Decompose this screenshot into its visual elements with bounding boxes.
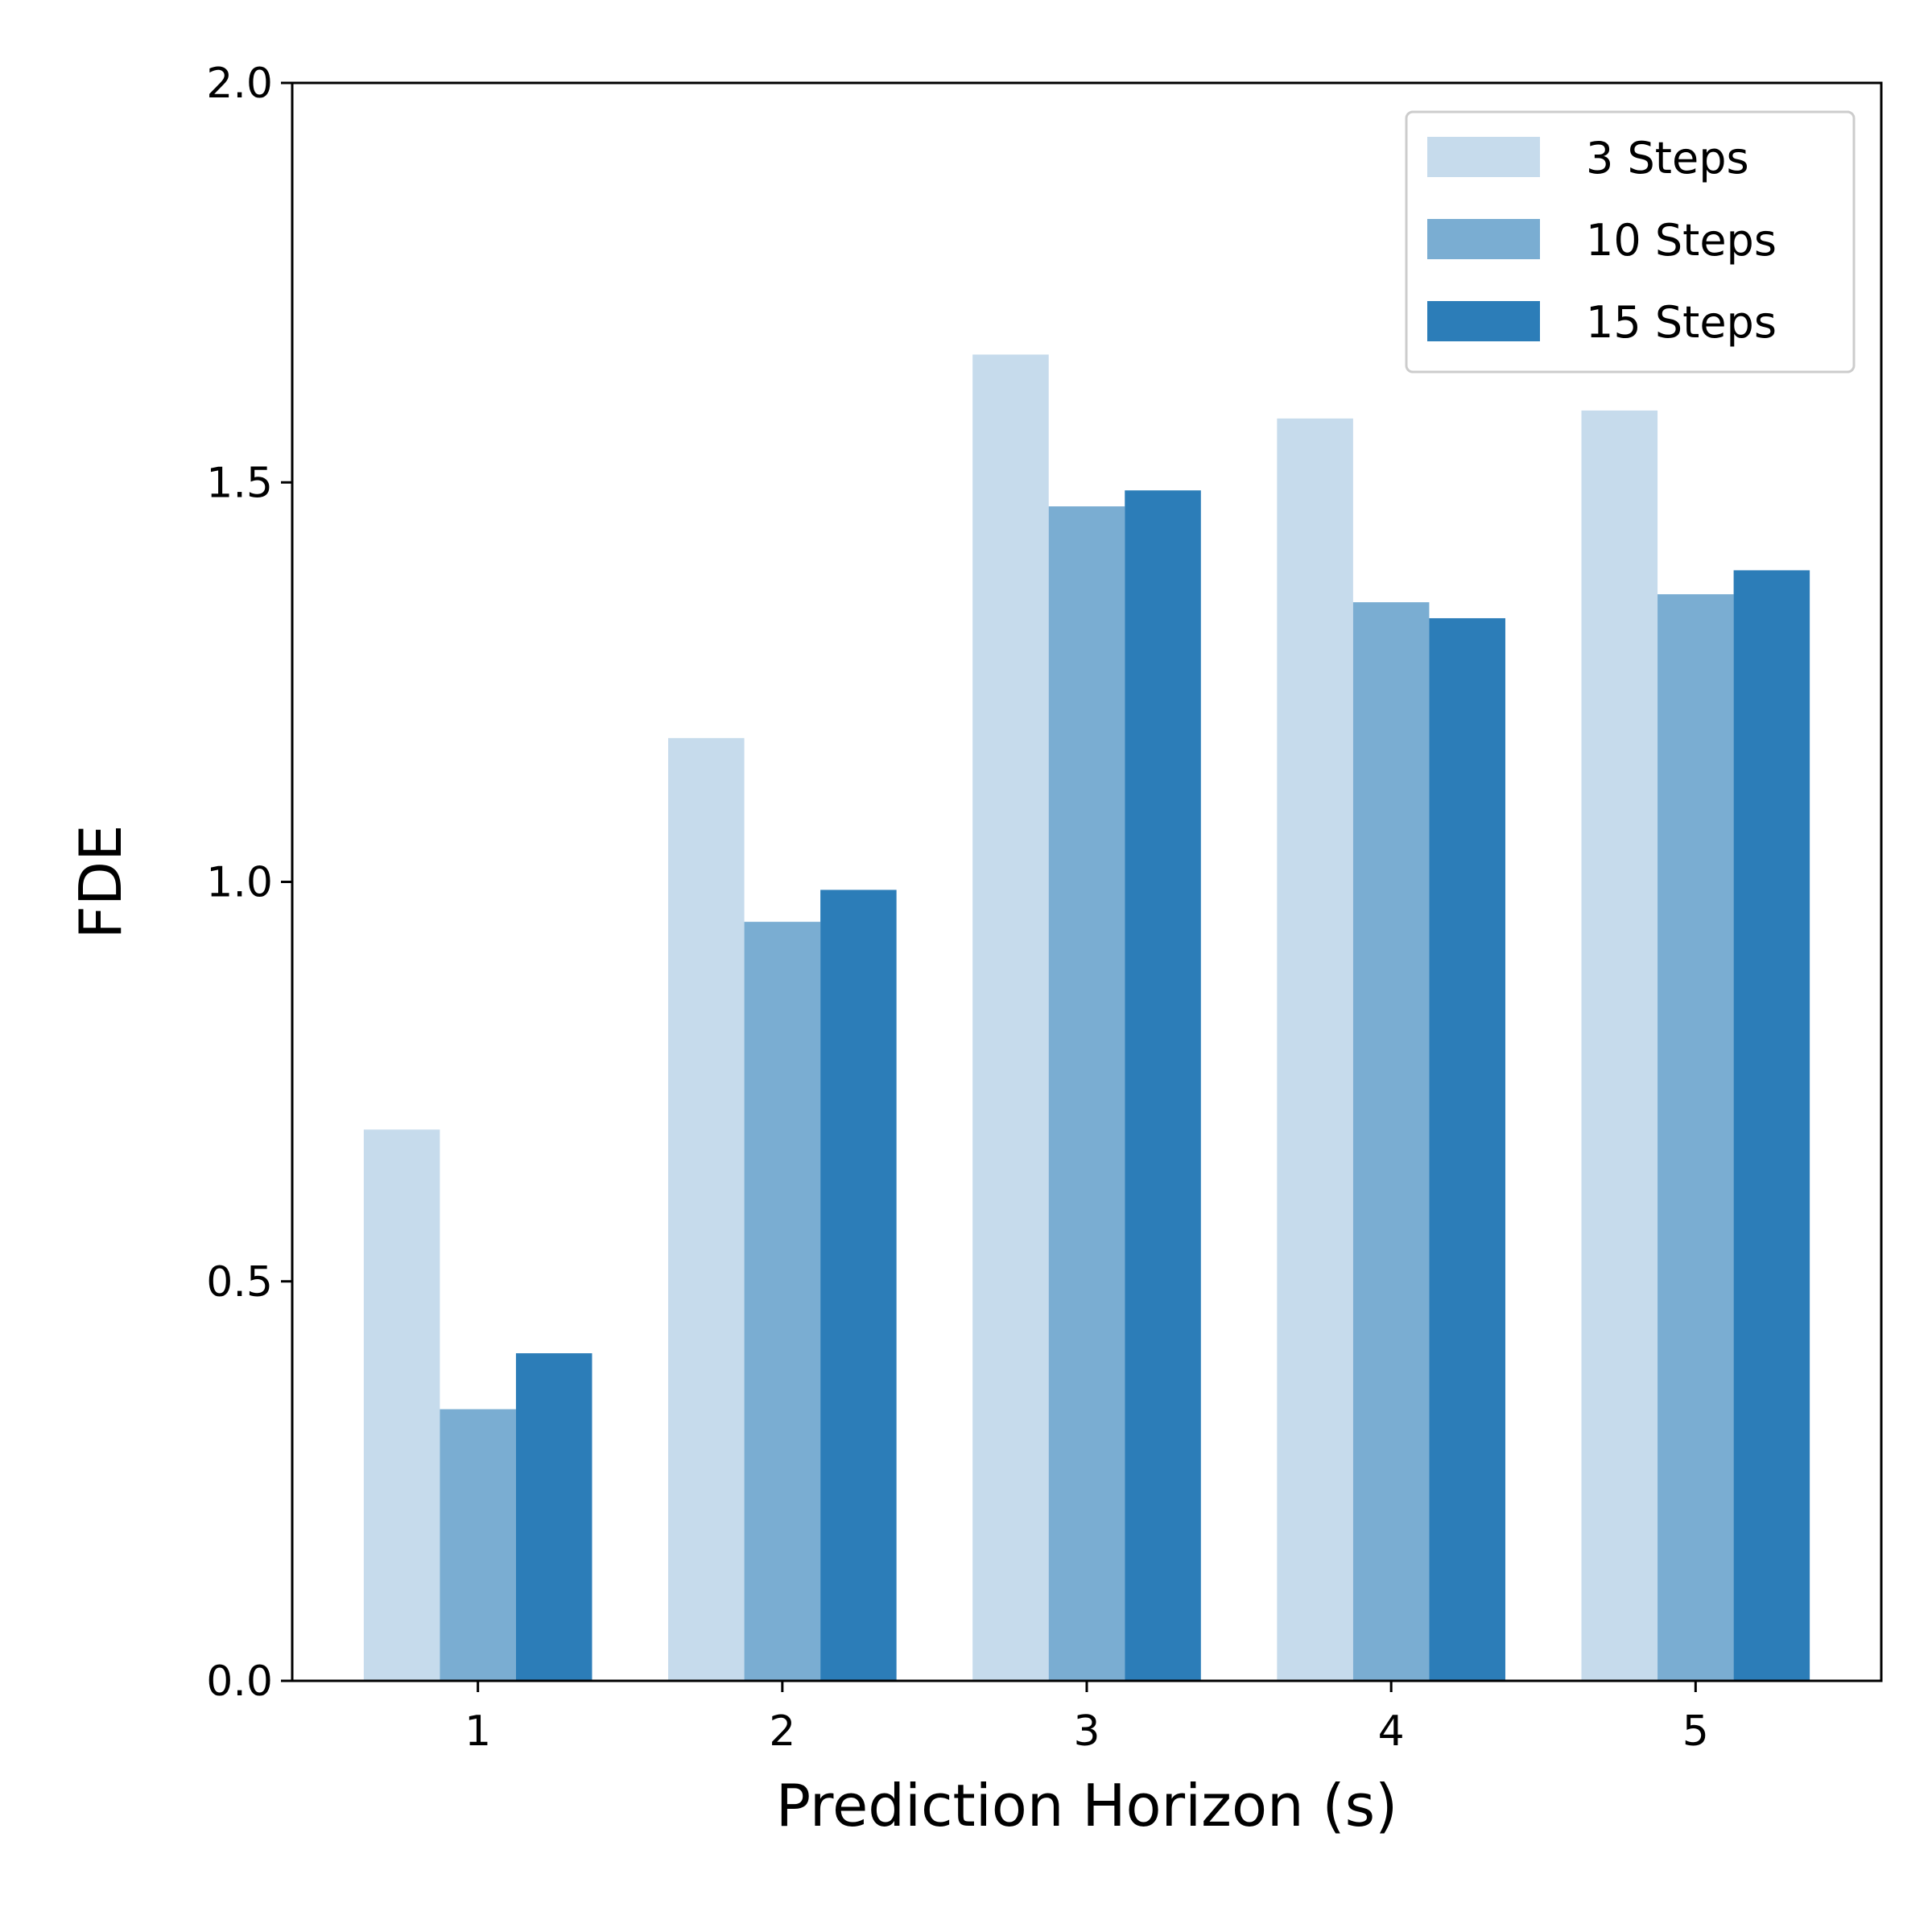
legend-swatch (1427, 219, 1540, 259)
x-tick-label: 2 (769, 1707, 795, 1756)
legend-swatch (1427, 137, 1540, 177)
y-tick-label: 1.5 (206, 459, 273, 507)
legend-entry-label: 10 Steps (1586, 215, 1777, 266)
bar-5-15-steps (1733, 570, 1810, 1681)
bar-3-3-steps (972, 354, 1049, 1682)
x-tick-label: 1 (464, 1707, 491, 1756)
legend-entry-label: 3 Steps (1586, 133, 1749, 184)
y-tick-label: 0.5 (206, 1258, 273, 1307)
x-tick-label: 5 (1682, 1707, 1709, 1756)
x-tick-label: 3 (1073, 1707, 1100, 1756)
ticks-group: 1 2 3 4 5 0.0 0.5 1.0 1.5 2.0 (206, 60, 1709, 1756)
y-axis-label: FDE (67, 824, 134, 939)
bar-1-15-steps (515, 1353, 592, 1681)
bar-4-3-steps (1277, 418, 1353, 1681)
y-tick-label: 2.0 (206, 60, 273, 108)
bar-5-10-steps (1657, 594, 1734, 1682)
bar-5-3-steps (1581, 410, 1658, 1681)
bar-2-10-steps (744, 922, 821, 1681)
legend: 3 Steps 10 Steps 15 Steps (1405, 110, 1856, 374)
bar-2-3-steps (668, 737, 745, 1681)
x-axis-label: Prediction Horizon (s) (776, 1772, 1397, 1839)
bar-4-10-steps (1352, 602, 1430, 1681)
bar-1-3-steps (363, 1129, 440, 1681)
y-tick-label: 1.0 (206, 859, 273, 907)
bar-3-10-steps (1048, 506, 1125, 1681)
legend-entry-label: 15 Steps (1586, 297, 1777, 348)
y-tick-label: 0.0 (206, 1657, 273, 1706)
bar-2-15-steps (820, 890, 897, 1681)
x-tick-label: 4 (1378, 1707, 1405, 1756)
legend-swatch (1427, 301, 1540, 341)
bar-1-10-steps (440, 1409, 516, 1681)
bar-4-15-steps (1429, 617, 1505, 1681)
bar-3-15-steps (1125, 490, 1201, 1681)
bars-group (363, 354, 1810, 1682)
plot-frame (291, 81, 1883, 1682)
